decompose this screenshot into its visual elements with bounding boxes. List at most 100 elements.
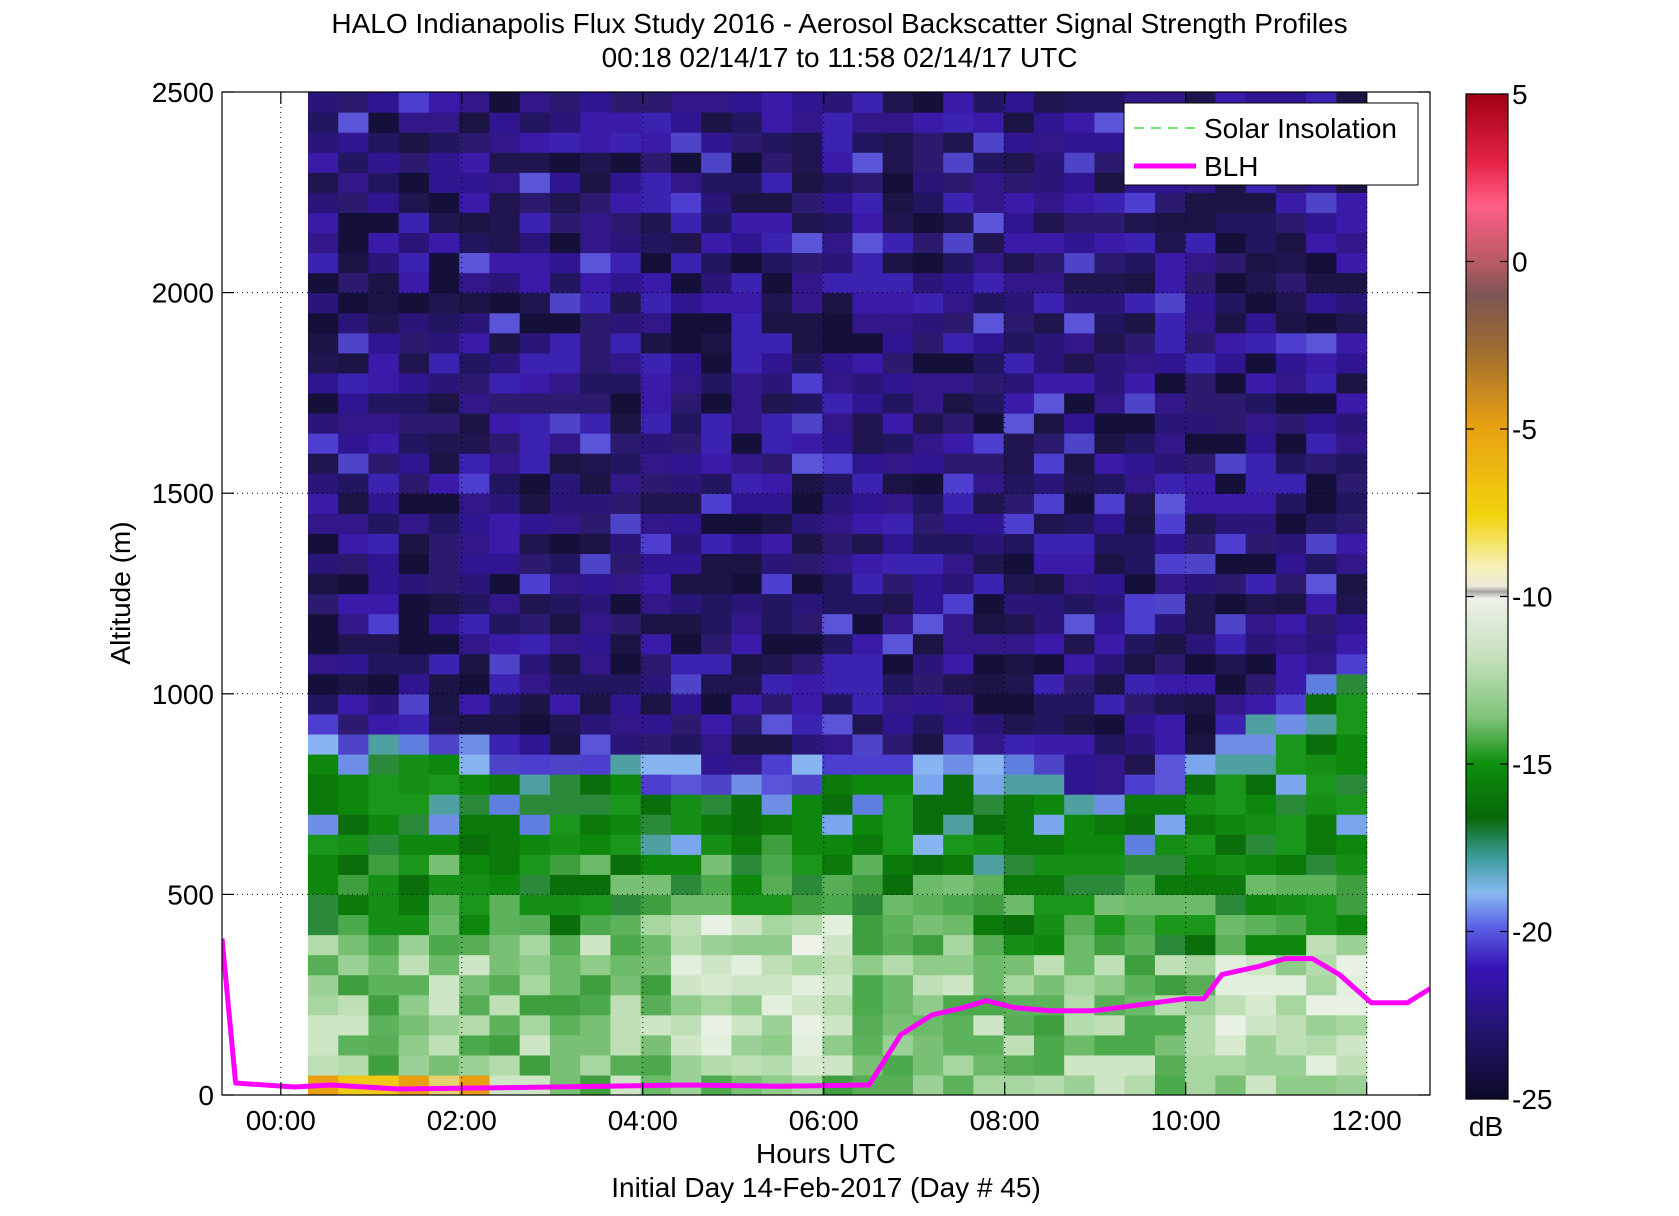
heatmap-cell [731, 292, 763, 314]
heatmap-cell [1306, 433, 1338, 454]
heatmap-cell [1003, 693, 1035, 715]
heatmap-cell [580, 713, 612, 735]
heatmap-cell [640, 573, 672, 595]
heatmap-cell [943, 392, 975, 414]
heatmap-cell [459, 794, 491, 815]
heatmap-cell [852, 633, 884, 655]
heatmap-cell [459, 1014, 491, 1036]
heatmap-cell [580, 774, 612, 795]
heatmap-cell [1094, 914, 1126, 936]
heatmap-cell [610, 553, 642, 575]
heatmap-cell [822, 232, 854, 254]
heatmap-cell [1033, 733, 1065, 755]
heatmap-cell [701, 753, 733, 775]
heatmap-cell [912, 814, 944, 835]
heatmap-cell [610, 533, 642, 554]
heatmap-cell [610, 814, 642, 835]
heatmap-cell [882, 172, 914, 193]
heatmap-cell [1245, 894, 1277, 916]
heatmap-cell [1033, 854, 1065, 875]
heatmap-cell [1124, 653, 1156, 675]
heatmap-cell [368, 814, 400, 835]
heatmap-cell [791, 352, 823, 374]
heatmap-cell [640, 192, 672, 213]
heatmap-cell [670, 613, 702, 635]
heatmap-cell [307, 994, 339, 1016]
heatmap-cell [1033, 1014, 1065, 1036]
heatmap-cell [519, 232, 551, 254]
heatmap-cell [1033, 192, 1065, 213]
heatmap-cell [912, 112, 944, 133]
heatmap-cell [761, 633, 793, 655]
heatmap-cell [1094, 894, 1126, 916]
heatmap-cell [549, 553, 581, 575]
heatmap-cell [670, 593, 702, 615]
heatmap-cell [398, 733, 430, 755]
heatmap-cell [307, 332, 339, 354]
heatmap-cell [822, 473, 854, 494]
heatmap-cell [459, 753, 491, 775]
heatmap-cell [761, 212, 793, 234]
heatmap-cell [973, 372, 1005, 394]
heatmap-cell [761, 392, 793, 414]
heatmap-cell [791, 272, 823, 294]
heatmap-cell [1094, 673, 1126, 695]
heatmap-cell [882, 312, 914, 334]
heatmap-cell [398, 433, 430, 454]
heatmap-cell [882, 252, 914, 274]
heatmap-cell [731, 753, 763, 775]
heatmap-cell [428, 633, 460, 655]
heatmap-cell [338, 633, 370, 655]
heatmap-cell [852, 994, 884, 1016]
heatmap-cell [1245, 332, 1277, 354]
heatmap-cell [1033, 774, 1065, 795]
heatmap-cell [1033, 713, 1065, 735]
heatmap-cell [1064, 533, 1096, 554]
heatmap-cell [580, 152, 612, 173]
heatmap-cell [1245, 573, 1277, 595]
heatmap-cell [973, 192, 1005, 213]
heatmap-cell [1275, 372, 1307, 394]
heatmap-cell [882, 392, 914, 414]
heatmap-cell [973, 152, 1005, 173]
heatmap-cell [580, 934, 612, 956]
heatmap-cell [912, 613, 944, 635]
heatmap-cell [1064, 1074, 1096, 1095]
heatmap-cell [943, 1074, 975, 1095]
heatmap-cell [1336, 834, 1368, 855]
heatmap-cell [338, 192, 370, 213]
heatmap-cell [489, 132, 521, 153]
heatmap-cell [791, 252, 823, 274]
heatmap-cell [1064, 112, 1096, 133]
heatmap-cell [1064, 834, 1096, 855]
heatmap-cell [398, 753, 430, 775]
heatmap-cell [761, 814, 793, 835]
heatmap-cell [973, 392, 1005, 414]
heatmap-cell [307, 894, 339, 916]
heatmap-cell [459, 372, 491, 394]
heatmap-cell [912, 1054, 944, 1076]
heatmap-cell [1124, 553, 1156, 575]
heatmap-cell [943, 733, 975, 755]
heatmap-cell [459, 192, 491, 213]
heatmap-cell [519, 673, 551, 695]
heatmap-cell [731, 553, 763, 575]
heatmap-cell [338, 152, 370, 173]
heatmap-cell [307, 212, 339, 234]
heatmap-cell [973, 232, 1005, 254]
heatmap-cell [1245, 934, 1277, 956]
heatmap-cell [489, 673, 521, 695]
heatmap-cell [428, 493, 460, 514]
heatmap-cell [973, 954, 1005, 976]
heatmap-cell [1275, 673, 1307, 695]
heatmap-cell [1215, 392, 1247, 414]
heatmap-cell [307, 92, 339, 113]
heatmap-cell [610, 1034, 642, 1056]
heatmap-cell [1064, 332, 1096, 354]
heatmap-cell [1003, 152, 1035, 173]
plot-frame [221, 91, 1431, 1096]
heatmap-cell [852, 412, 884, 434]
heatmap-cell [761, 593, 793, 615]
backscatter-heatmap [307, 92, 1368, 1095]
heatmap-cell [368, 412, 400, 434]
